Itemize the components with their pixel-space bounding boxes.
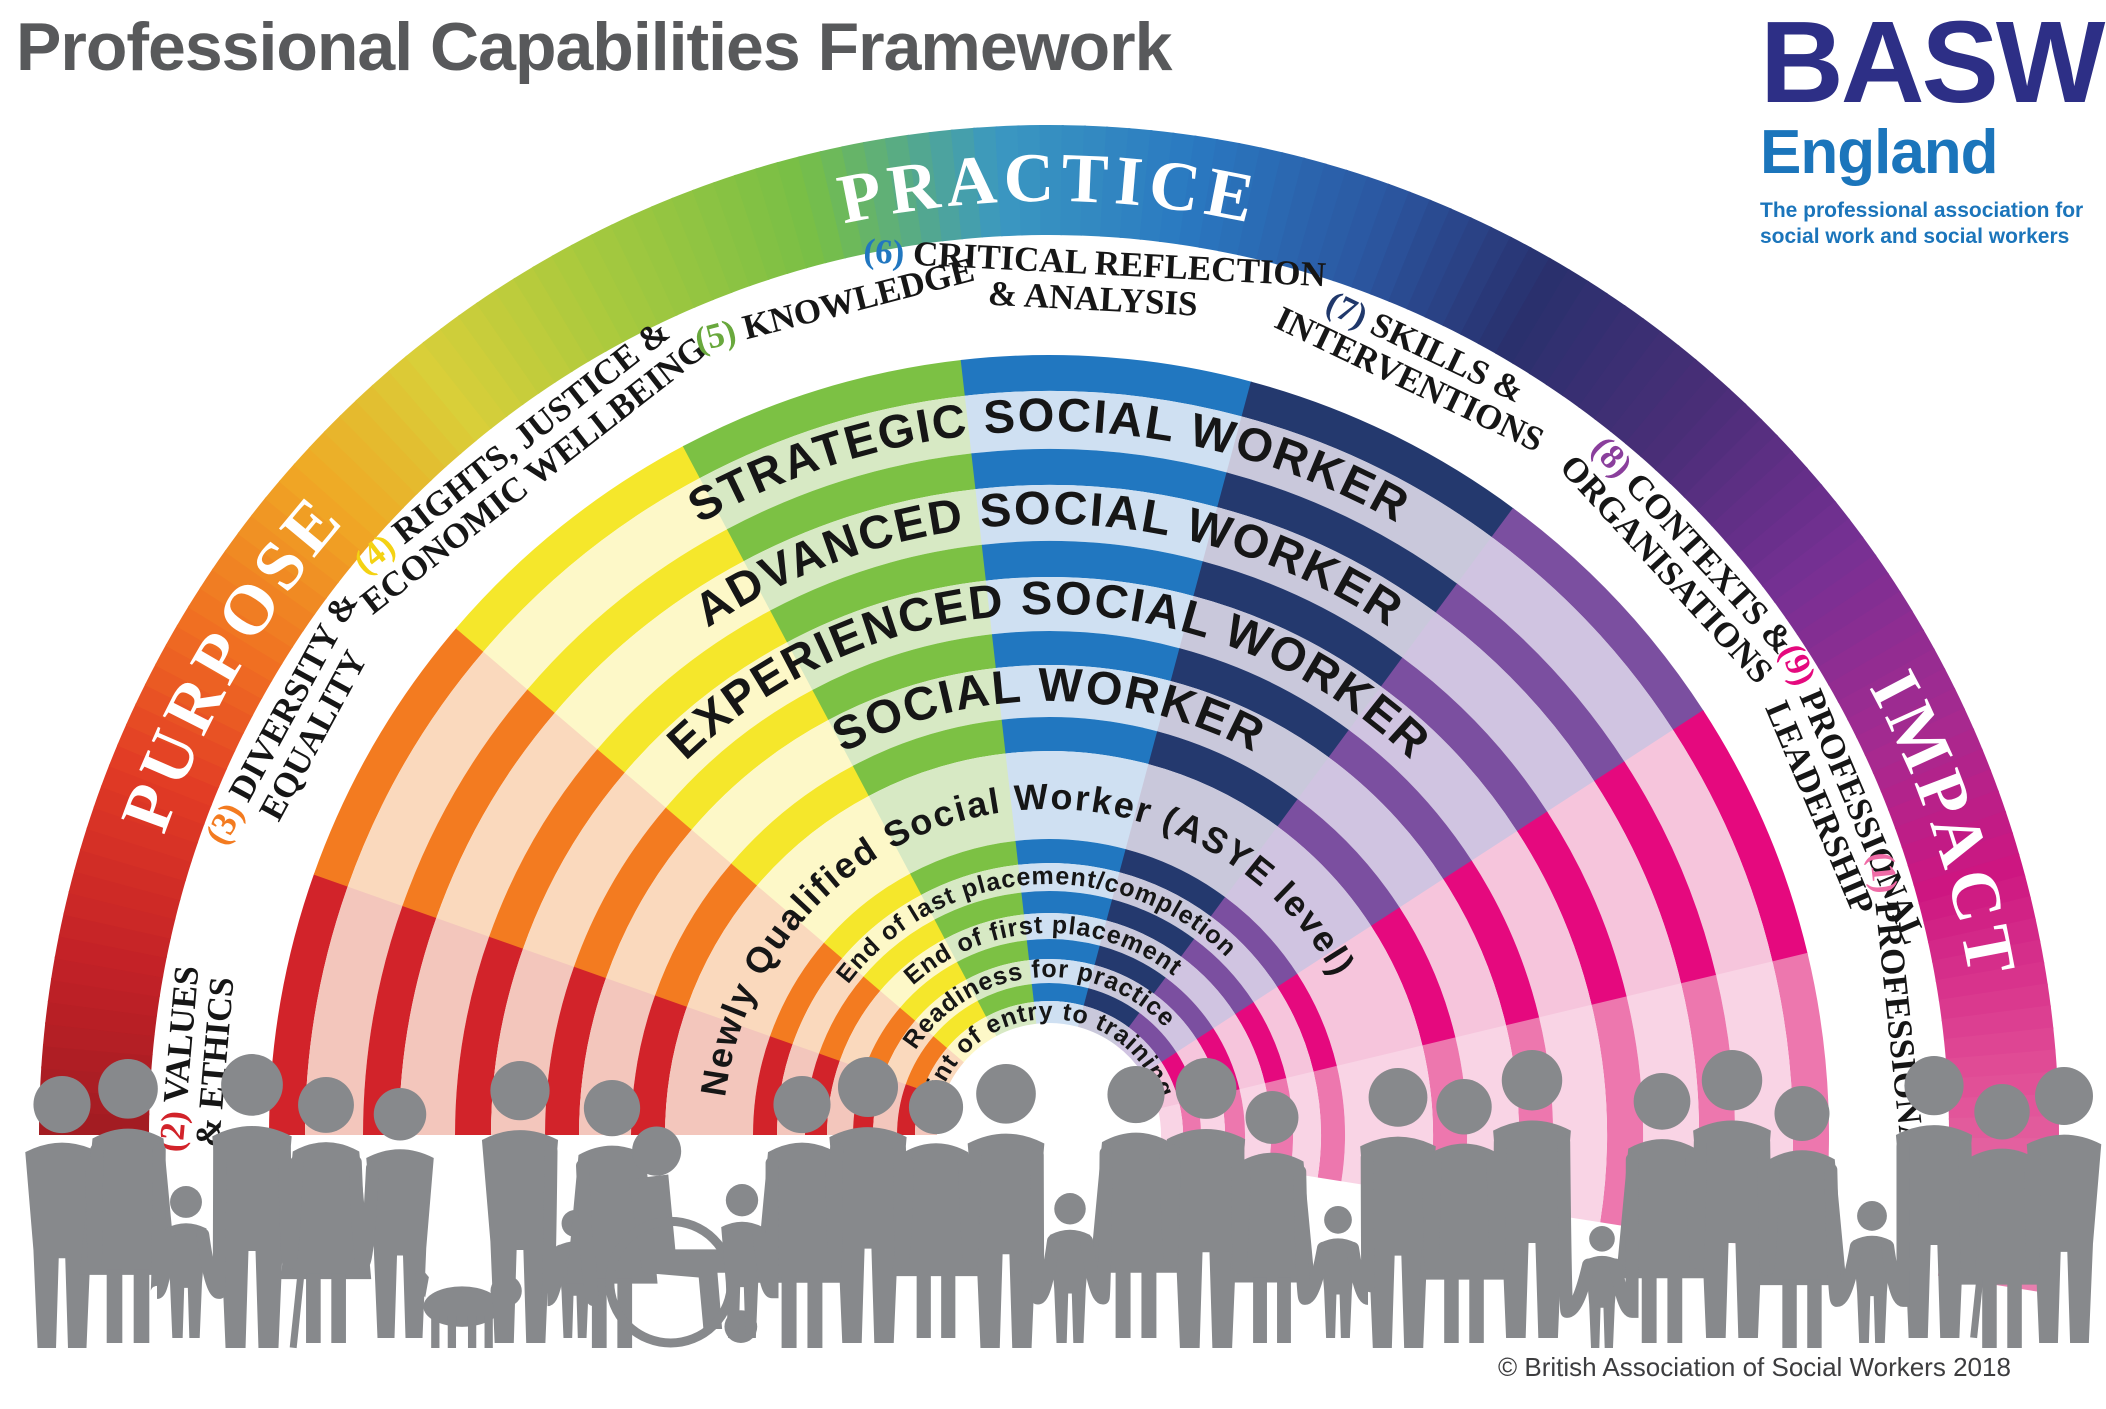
logo-tagline-line2: social work and social workers: [1760, 224, 2070, 248]
wedge-rights-justice-economic-wellbeing: [455, 445, 997, 1063]
logo-basw-wordmark: BASW: [1760, 0, 2105, 127]
wedge-knowledge: [682, 359, 1037, 1037]
wedge-contexts-organisations: [1115, 507, 1705, 1075]
people-silhouettes: [25, 1050, 2102, 1349]
copyright-text: © British Association of Social Workers …: [1498, 1352, 2011, 1382]
page-title: Professional Capabilities Framework: [16, 9, 1172, 85]
basw-england-logo: BASW England The professional associatio…: [1760, 0, 2105, 249]
domain-label-values-ethics: (2) VALUES& ETHICS: [151, 964, 242, 1156]
logo-tagline-line1: The professional association for: [1760, 199, 2084, 222]
wedge-skills-interventions: [1077, 381, 1515, 1046]
domain-wedges: [269, 354, 1830, 1258]
logo-tagline: The professional association for social …: [1760, 198, 2102, 249]
wedge-diversity-equality: [313, 627, 964, 1098]
logo-england-wordmark: England: [1760, 118, 1999, 187]
wedge-critical-reflection-analysis: [960, 354, 1253, 1027]
